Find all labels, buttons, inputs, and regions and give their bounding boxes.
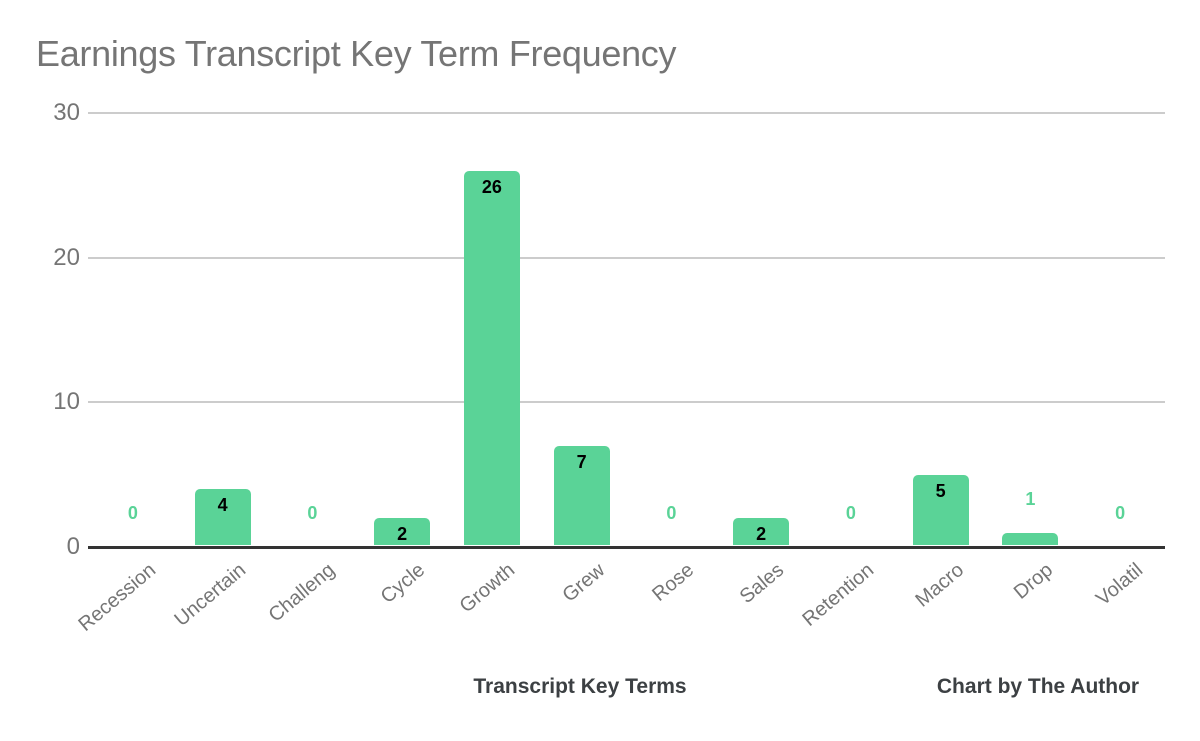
x-category-label: Challeng xyxy=(264,559,340,627)
bar-sales xyxy=(733,518,790,546)
bar-cycle xyxy=(374,518,431,546)
bar-value-label: 0 xyxy=(1115,503,1126,523)
x-category-label: Sales xyxy=(735,559,789,609)
bar-value-label: 2 xyxy=(397,524,408,545)
y-tick-label: 30 xyxy=(53,99,80,126)
bar-value-label: 2 xyxy=(756,524,767,545)
x-category-label: Growth xyxy=(455,559,520,618)
bar-value-label: 0 xyxy=(666,503,677,523)
y-tick-label: 20 xyxy=(53,243,80,271)
bar-growth xyxy=(463,170,520,546)
bar-uncertain xyxy=(194,489,251,546)
x-category-label: Recession xyxy=(74,559,161,636)
y-tick-label: 0 xyxy=(66,533,80,560)
bar-value-label: 1 xyxy=(1025,488,1036,509)
bar-value-label: 0 xyxy=(845,503,856,523)
x-category-label: Grew xyxy=(558,559,609,607)
x-category-label: Volatil xyxy=(1092,559,1148,611)
bar-value-label: 7 xyxy=(576,451,587,472)
gridline xyxy=(88,256,1165,259)
x-axis-title: Transcript Key Terms xyxy=(473,675,687,698)
gridline xyxy=(88,401,1165,404)
x-category-label: Uncertain xyxy=(170,559,250,631)
bar-value-label: 4 xyxy=(217,495,228,516)
bar-macro xyxy=(912,474,969,546)
bar-value-label: 5 xyxy=(935,480,946,501)
x-category-label: Macro xyxy=(911,559,968,612)
y-tick-label: 10 xyxy=(53,388,80,416)
bar-value-label: 26 xyxy=(481,176,502,197)
gridline xyxy=(88,112,1165,114)
x-category-label: Rose xyxy=(648,559,699,606)
bar-grew xyxy=(553,445,610,546)
bar-value-label: 0 xyxy=(127,503,138,523)
x-category-label: Cycle xyxy=(376,559,430,609)
x-axis-line xyxy=(88,545,1165,549)
x-category-label: Retention xyxy=(798,559,879,631)
chart-title: Earnings Transcript Key Term Frequency xyxy=(36,33,677,74)
bar-drop xyxy=(1002,532,1059,546)
x-category-label: Drop xyxy=(1010,559,1058,604)
bar-value-label: 0 xyxy=(307,503,318,523)
attribution-label: Chart by The Author xyxy=(936,675,1140,698)
